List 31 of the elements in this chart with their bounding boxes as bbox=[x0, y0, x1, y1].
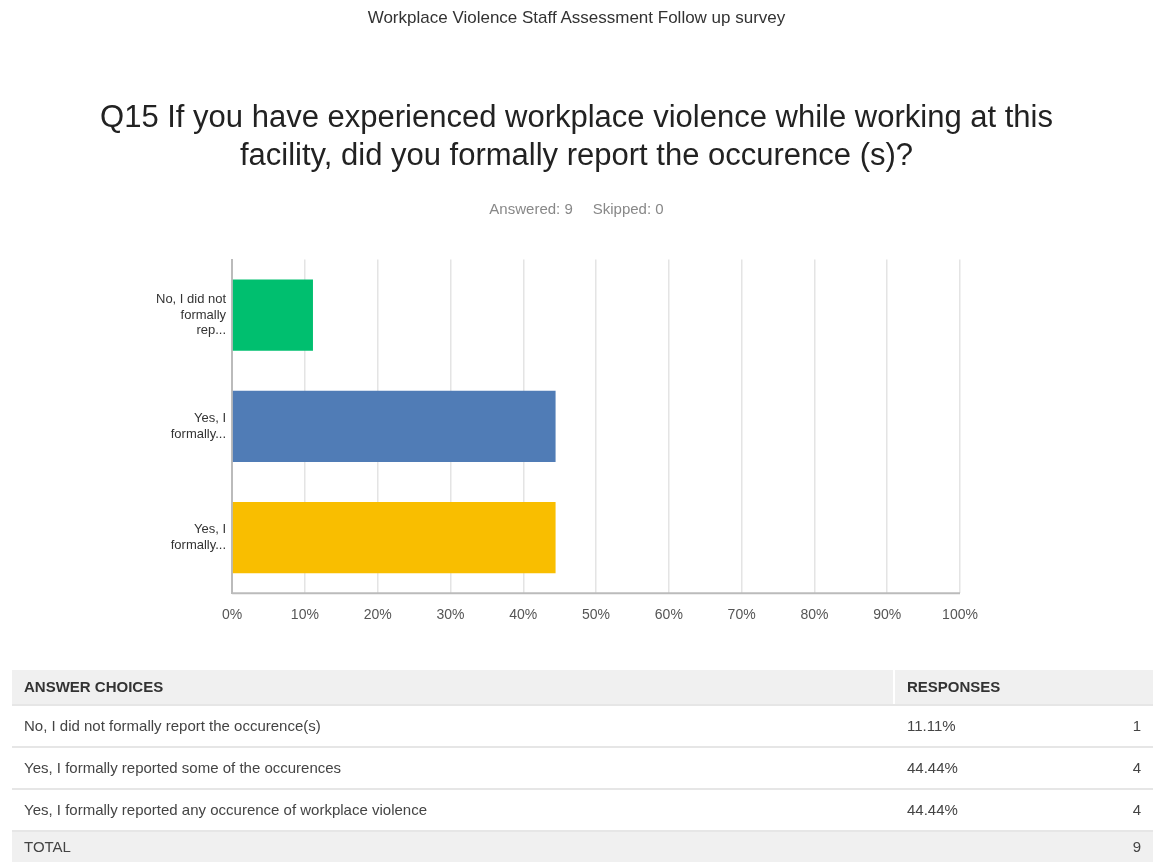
text: 44.44% bbox=[894, 789, 1119, 831]
x-tick-label: 60% bbox=[654, 606, 683, 623]
y-tick-label: Yes, I formally... bbox=[170, 410, 227, 441]
text: ANSWER CHOICES bbox=[12, 670, 894, 705]
text: 4 bbox=[1119, 789, 1153, 831]
text: No, I did not formally report the occurence(s) bbox=[12, 705, 894, 747]
y-tick-label: No, I did not formally rep... bbox=[155, 291, 227, 338]
text: 4 bbox=[1119, 747, 1153, 789]
x-tick-label: 30% bbox=[436, 606, 465, 623]
y-tick-label: Yes, I formally... bbox=[170, 521, 227, 552]
text: Answered: 9 bbox=[489, 200, 573, 217]
x-tick-label: 20% bbox=[363, 606, 392, 623]
text: 1 bbox=[1119, 705, 1153, 747]
x-tick-label: 0% bbox=[221, 606, 243, 623]
x-tick-label: 90% bbox=[873, 606, 902, 623]
text: 9 bbox=[894, 831, 1153, 862]
text: TOTAL bbox=[12, 831, 894, 862]
x-tick-label: 80% bbox=[800, 606, 829, 623]
text: Yes, I formally reported some of the occurences bbox=[12, 747, 894, 789]
x-tick-label: 70% bbox=[727, 606, 756, 623]
x-tick-label: 50% bbox=[582, 606, 611, 623]
text: 44.44% bbox=[894, 747, 1119, 789]
x-tick-label: 40% bbox=[509, 606, 538, 623]
text: Skipped: 0 bbox=[592, 200, 664, 217]
x-tick-label: 10% bbox=[290, 606, 319, 623]
text: 11.11% bbox=[894, 705, 1119, 747]
chart-subtitle: Q15 If you have experienced workplace violence while working at this facility, did you formally report the occurence (s)? bbox=[99, 98, 1054, 174]
x-tick-label: 100% bbox=[942, 606, 978, 623]
text: Yes, I formally reported any occurence of workplace violence bbox=[12, 789, 894, 831]
chart-title: Workplace Violence Staff Assessment Follow up survey bbox=[366, 8, 787, 28]
text: RESPONSES bbox=[894, 670, 1153, 705]
